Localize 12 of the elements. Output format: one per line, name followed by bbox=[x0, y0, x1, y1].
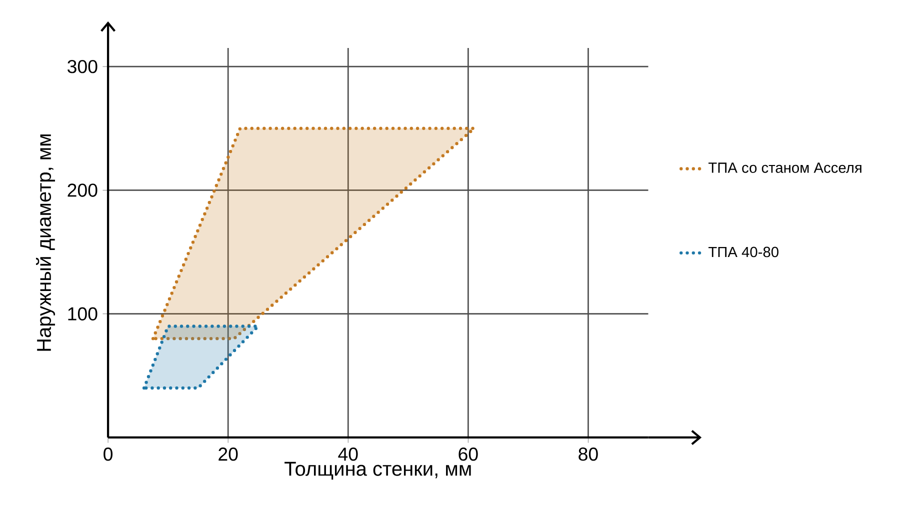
y-tick-label: 100 bbox=[68, 307, 98, 320]
x-tick-label: 60 bbox=[458, 447, 478, 461]
x-tick-label: 0 bbox=[104, 447, 113, 461]
y-tick-label: 200 bbox=[68, 183, 98, 197]
x-tick-label: 40 bbox=[338, 447, 358, 461]
y-axis-title: Наружный диаметр, мм bbox=[36, 134, 56, 351]
legend-label: ТПА со станом Асселя bbox=[708, 162, 862, 173]
legend-label: ТПА 40-80 bbox=[708, 246, 778, 258]
x-tick-label: 20 bbox=[218, 447, 238, 461]
x-axis-title: Толщина стенки, мм bbox=[284, 462, 471, 480]
y-tick-label: 300 bbox=[68, 60, 98, 74]
x-tick-label: 80 bbox=[578, 447, 598, 461]
